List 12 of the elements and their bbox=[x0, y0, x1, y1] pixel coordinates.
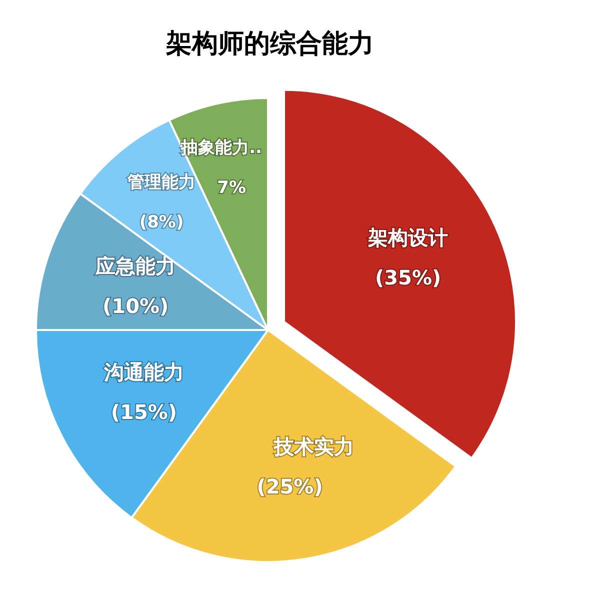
data-label: (15%) bbox=[110, 400, 178, 424]
data-label: (8%) bbox=[139, 212, 184, 232]
slice-label: 管理能力 bbox=[126, 172, 196, 192]
data-label: (25%) bbox=[256, 474, 323, 498]
slice-label: 沟通能力 bbox=[102, 360, 184, 384]
data-label: (35%) bbox=[374, 266, 442, 290]
data-label: 7% bbox=[217, 178, 246, 198]
slice-label: 应急能力 bbox=[94, 254, 176, 278]
slice-label: 技术实力 bbox=[273, 434, 354, 458]
data-label: (10%) bbox=[102, 294, 169, 318]
chart-title: 架构师的综合能力 bbox=[165, 29, 374, 59]
slice-label: 架构设计 bbox=[367, 226, 448, 250]
